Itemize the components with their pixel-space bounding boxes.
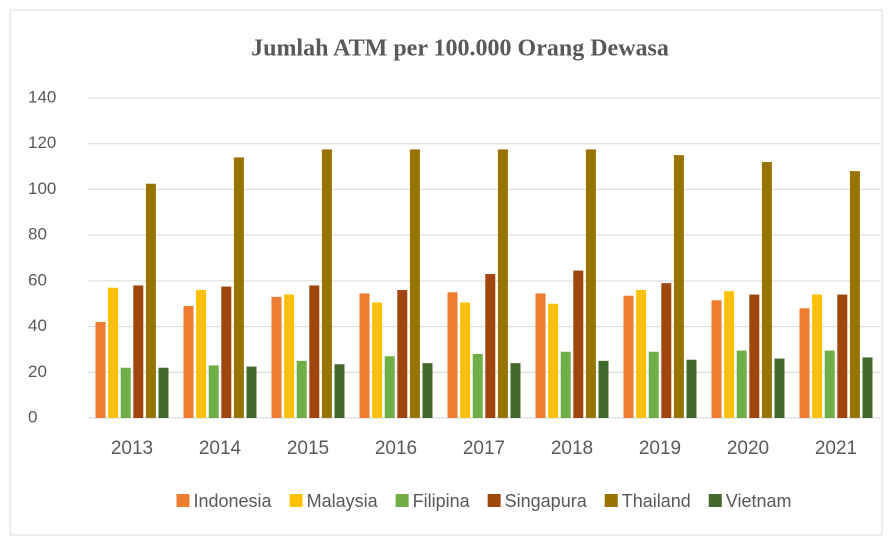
legend-swatch <box>396 494 409 507</box>
bar <box>661 283 671 418</box>
y-tick-label: 100 <box>28 179 56 198</box>
bar <box>209 365 219 418</box>
bar <box>624 296 634 418</box>
bar <box>599 361 609 418</box>
x-tick-label: 2021 <box>815 438 857 459</box>
bar <box>649 352 659 418</box>
bar <box>322 149 332 418</box>
bar <box>221 287 231 418</box>
x-tick-label: 2015 <box>287 438 329 459</box>
legend-swatch <box>488 494 501 507</box>
y-tick-label: 140 <box>28 87 56 106</box>
bar <box>724 291 734 418</box>
bar <box>485 274 495 418</box>
bar <box>360 293 370 418</box>
bar <box>561 352 571 418</box>
bar <box>536 293 546 418</box>
legend-swatch <box>177 494 190 507</box>
bar <box>184 306 194 418</box>
bar <box>247 367 257 418</box>
y-tick-label: 120 <box>28 133 56 152</box>
bar <box>498 149 508 418</box>
bar <box>850 171 860 418</box>
y-tick-label: 0 <box>28 407 37 426</box>
bar <box>460 303 470 418</box>
bar <box>687 360 697 418</box>
x-tick-label: 2014 <box>199 438 242 459</box>
x-tick-label: 2020 <box>727 438 769 459</box>
y-tick-label: 40 <box>28 316 47 335</box>
legend-label: Filipina <box>413 491 471 511</box>
chart: Jumlah ATM per 100.000 Orang Dewasa 0 20 4… <box>0 0 896 537</box>
legend-label: Singapura <box>505 491 588 511</box>
bar <box>284 295 294 418</box>
bar <box>800 308 810 418</box>
bar <box>272 297 282 418</box>
bar <box>397 290 407 418</box>
bar <box>234 157 244 418</box>
legend-swatch <box>290 494 303 507</box>
bar <box>96 322 106 418</box>
bar <box>511 363 521 418</box>
bar <box>573 271 583 418</box>
bar <box>196 290 206 418</box>
bar <box>385 356 395 418</box>
x-tick-label: 2017 <box>463 438 505 459</box>
bar <box>146 184 156 418</box>
bar <box>309 285 319 418</box>
bar <box>775 359 785 418</box>
bar <box>749 295 759 418</box>
legend-swatch <box>709 494 722 507</box>
bar <box>159 368 169 418</box>
bar <box>335 364 345 418</box>
bar <box>423 363 433 418</box>
x-tick-label: 2019 <box>639 438 681 459</box>
legend-swatch <box>605 494 618 507</box>
bar <box>825 351 835 418</box>
bar <box>712 300 722 418</box>
bar <box>108 288 118 418</box>
x-tick-label: 2016 <box>375 438 417 459</box>
bar <box>586 149 596 418</box>
bar <box>837 295 847 418</box>
bar <box>863 357 873 418</box>
bar <box>762 162 772 418</box>
bar <box>473 354 483 418</box>
bar <box>372 303 382 418</box>
legend-label: Vietnam <box>726 491 792 511</box>
bar <box>812 295 822 418</box>
chart-title: Jumlah ATM per 100.000 Orang Dewasa <box>251 36 669 62</box>
bar <box>448 292 458 418</box>
x-tick-label: 2018 <box>551 438 593 459</box>
x-tick-label: 2013 <box>111 438 153 459</box>
bar <box>636 290 646 418</box>
bar <box>121 368 131 418</box>
bar <box>410 149 420 418</box>
bar <box>737 351 747 418</box>
y-tick-label: 80 <box>28 225 47 244</box>
legend-label: Thailand <box>622 491 691 511</box>
bar <box>133 285 143 418</box>
bar <box>297 361 307 418</box>
y-tick-label: 20 <box>28 362 47 381</box>
legend-label: Malaysia <box>307 491 379 511</box>
legend-label: Indonesia <box>194 491 273 511</box>
bar <box>548 304 558 418</box>
bar <box>674 155 684 418</box>
y-tick-label: 60 <box>28 270 47 289</box>
